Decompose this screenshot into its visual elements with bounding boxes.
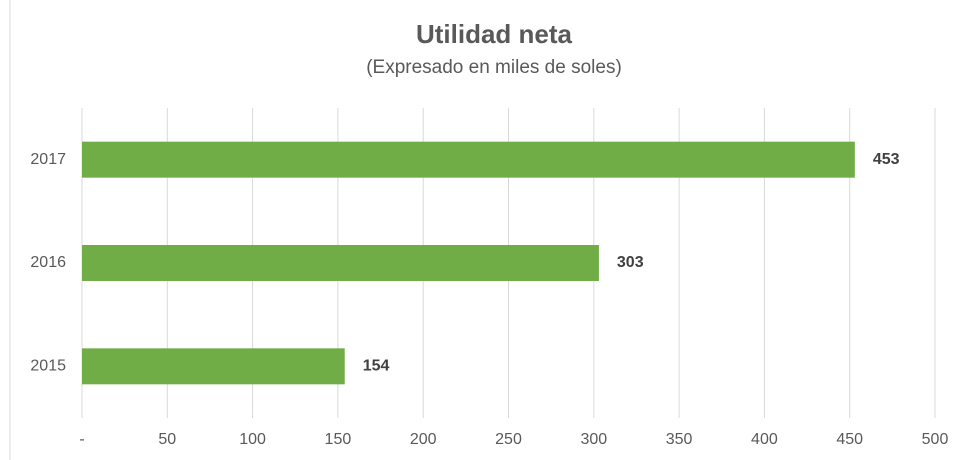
y-tick-label: 2015 xyxy=(30,358,66,375)
bar xyxy=(82,141,855,178)
bar xyxy=(82,348,345,385)
x-tick-label: 400 xyxy=(751,431,778,448)
bar xyxy=(82,245,599,281)
x-tick-label: 150 xyxy=(325,431,352,448)
x-tick-label: - xyxy=(79,431,84,448)
chart-title: Utilidad neta xyxy=(416,19,573,49)
x-tick-label: 250 xyxy=(495,431,522,448)
chart-subtitle: (Expresado en miles de soles) xyxy=(366,57,622,78)
x-tick-label: 200 xyxy=(410,431,437,448)
x-tick-label: 300 xyxy=(580,431,607,448)
data-label: 154 xyxy=(363,358,390,375)
data-label: 303 xyxy=(617,254,644,271)
x-tick-label: 500 xyxy=(922,431,949,448)
data-label: 453 xyxy=(873,151,900,168)
x-tick-label: 350 xyxy=(666,431,693,448)
y-tick-label: 2017 xyxy=(30,151,66,168)
x-tick-label: 450 xyxy=(836,431,863,448)
x-tick-label: 100 xyxy=(239,431,266,448)
y-tick-label: 2016 xyxy=(30,254,66,271)
x-tick-label: 50 xyxy=(158,431,176,448)
